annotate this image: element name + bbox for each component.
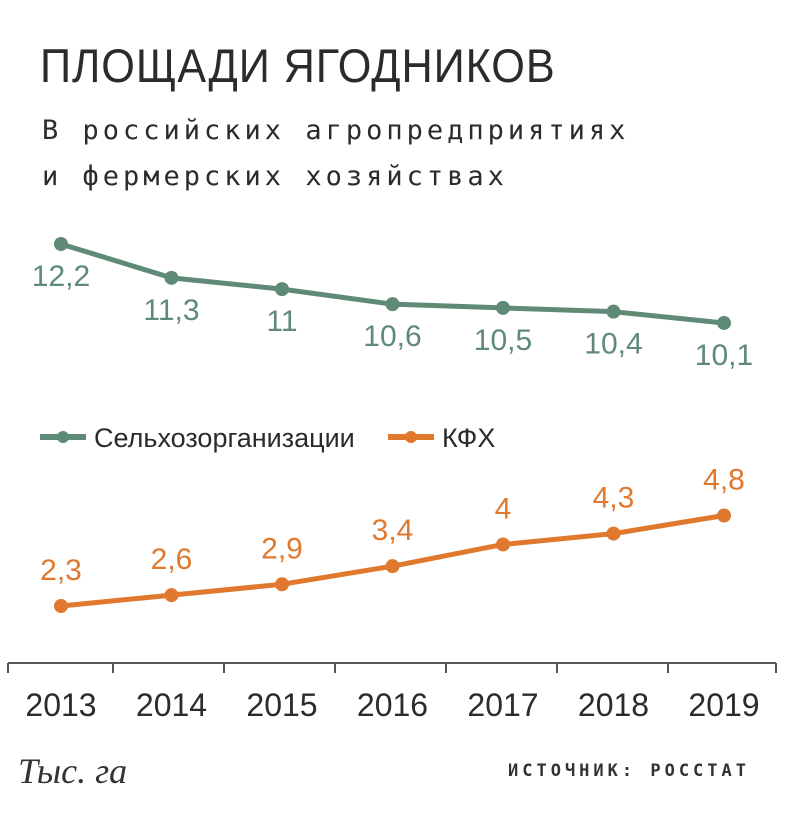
x-axis: 2013 2014 2015 2016 2017 2018 2019 xyxy=(7,662,777,723)
data-point-series1 xyxy=(385,297,400,312)
data-point-series1 xyxy=(496,300,510,315)
data-point-series2 xyxy=(717,508,731,523)
data-label-series2: 4,8 xyxy=(703,464,745,497)
data-label-series1: 10,4 xyxy=(584,328,642,361)
x-tick-label: 2015 xyxy=(246,687,317,723)
data-point-series2 xyxy=(496,537,510,552)
legend: Сельхозорганизации КФХ xyxy=(40,423,495,453)
data-label-series2: 2,6 xyxy=(151,543,193,576)
chart-title: ПЛОЩАДИ ЯГОДНИКОВ xyxy=(40,39,556,92)
series-layer: 12,2 11,3 11 10,6 10,5 10,4 10,1 2,3 2,6 2,9 3,4 4 4… xyxy=(32,237,753,613)
data-label-series1: 12,2 xyxy=(32,260,90,293)
data-point-series2 xyxy=(385,559,400,574)
data-point-series1 xyxy=(164,270,179,285)
data-label-series1: 11,3 xyxy=(143,294,199,327)
x-tick-label: 2019 xyxy=(688,687,759,723)
x-tick-label: 2016 xyxy=(357,687,428,723)
data-label-series2: 3,4 xyxy=(372,514,414,547)
legend-marker-series2 xyxy=(405,431,417,443)
source-label: ИСТОЧНИК: РОССТАТ xyxy=(508,761,750,781)
subtitle-line-2: и фермерских хозяйствах xyxy=(42,161,508,192)
x-tick-label: 2017 xyxy=(467,687,538,723)
data-point-series2 xyxy=(606,526,621,541)
data-point-series1 xyxy=(717,315,731,330)
legend-marker-series1 xyxy=(57,431,69,443)
legend-label-series1: Сельхозорганизации xyxy=(94,423,355,453)
legend-label-series2: КФХ xyxy=(442,423,495,453)
data-point-series2 xyxy=(275,577,289,592)
data-point-series2 xyxy=(164,588,179,603)
data-label-series1: 11 xyxy=(266,305,297,338)
data-point-series1 xyxy=(54,237,68,251)
x-tick-label: 2013 xyxy=(25,687,96,723)
data-label-series2: 4 xyxy=(495,492,512,525)
chart-subtitle: В российских агропредприятиях и фермерск… xyxy=(42,108,629,200)
data-label-series1: 10,1 xyxy=(695,339,753,372)
x-tick-label: 2018 xyxy=(578,687,649,723)
x-tick-label: 2014 xyxy=(136,687,207,723)
subtitle-line-1: В российских агропредприятиях xyxy=(42,115,630,146)
data-label-series2: 2,3 xyxy=(40,554,82,587)
data-label-series1: 10,5 xyxy=(474,324,532,357)
data-point-series2 xyxy=(54,599,68,613)
data-label-series2: 2,9 xyxy=(261,532,303,565)
data-point-series1 xyxy=(606,304,621,319)
unit-label: Тыс. га xyxy=(18,751,128,791)
data-label-series2: 4,3 xyxy=(593,482,635,515)
data-label-series1: 10,6 xyxy=(363,320,421,353)
data-point-series1 xyxy=(275,282,289,297)
